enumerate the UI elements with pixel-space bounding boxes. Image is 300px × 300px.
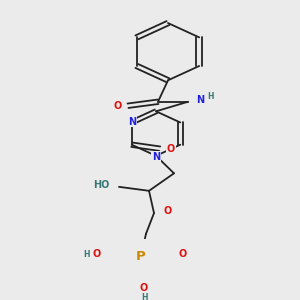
Text: H: H — [141, 293, 147, 300]
Text: N: N — [152, 152, 160, 162]
Text: H: H — [207, 92, 213, 101]
Text: N: N — [196, 95, 204, 105]
Text: HO: HO — [93, 180, 109, 190]
Text: O: O — [93, 249, 101, 260]
Text: P: P — [136, 250, 146, 262]
Text: H: H — [84, 250, 90, 259]
Text: O: O — [179, 249, 187, 260]
Text: N: N — [128, 117, 136, 127]
Text: O: O — [114, 101, 122, 111]
Text: O: O — [140, 283, 148, 293]
Text: O: O — [164, 206, 172, 217]
Text: O: O — [167, 144, 175, 154]
